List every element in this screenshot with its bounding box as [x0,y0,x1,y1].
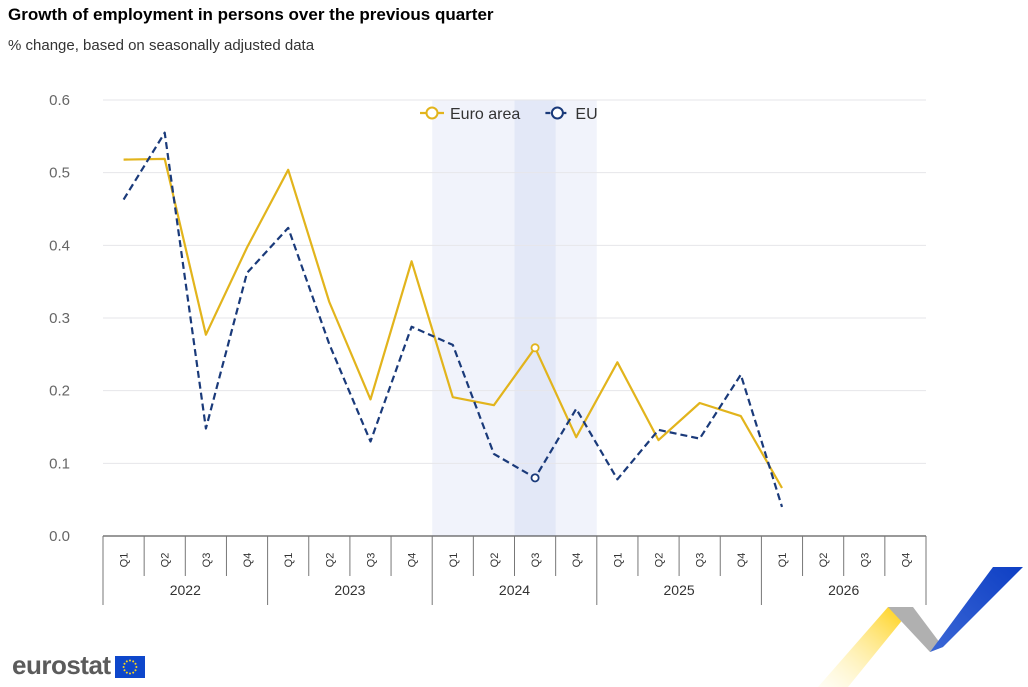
data-point[interactable] [697,436,702,441]
x-tick-label: Q1 [283,553,295,568]
data-point[interactable] [245,270,250,275]
series[interactable] [121,130,784,509]
data-point[interactable] [409,324,414,329]
x-year-label: 2026 [828,582,859,598]
legend[interactable]: Euro area EU [420,106,598,123]
data-point[interactable] [697,401,702,406]
y-axis: 0.0 0.1 0.2 0.3 0.4 0.5 0.6 [49,92,70,545]
data-point[interactable] [615,360,620,365]
data-point[interactable] [368,439,373,444]
data-point[interactable] [530,343,540,353]
data-point[interactable] [656,438,661,443]
x-tick-label: Q2 [654,553,666,568]
x-tick-label: Q3 [859,553,871,568]
x-year-label: 2024 [499,582,530,598]
data-point[interactable] [656,427,661,432]
data-point[interactable] [327,342,332,347]
data-point[interactable] [245,245,250,250]
x-tick-label: Q3 [695,553,707,568]
x-tick-label: Q1 [119,553,131,568]
series-line[interactable] [123,157,783,489]
x-tick-label: Q1 [612,553,624,568]
logo-text: eurostat [12,650,111,680]
x-tick-label: Q1 [448,553,460,568]
data-point[interactable] [530,473,540,483]
data-point[interactable] [491,403,496,408]
data-point[interactable] [409,259,414,264]
legend-entry[interactable]: EU [575,106,597,123]
data-point[interactable] [327,300,332,305]
x-tick-label: Q2 [489,553,501,568]
data-point[interactable] [779,504,784,509]
x-tick-label: Q2 [160,553,172,568]
y-tick-label: 0.1 [49,455,70,472]
data-point[interactable] [368,397,373,402]
x-year-label: 2022 [170,582,201,598]
x-year-label: 2023 [334,582,365,598]
x-tick-label: Q3 [201,553,213,568]
data-point[interactable] [574,435,579,440]
legend-marker [550,106,564,120]
data-point[interactable] [121,197,126,202]
x-tick-label: Q3 [530,553,542,568]
data-point[interactable] [574,406,579,411]
data-point[interactable] [286,167,291,172]
y-tick-label: 0.3 [49,310,70,327]
legend-entry[interactable]: Euro area [450,106,520,123]
data-point[interactable] [450,395,455,400]
data-point[interactable] [162,130,167,135]
x-tick-label: Q4 [407,553,419,568]
x-tick-label: Q4 [736,553,748,568]
decorative-ribbon [818,567,1023,687]
data-point[interactable] [450,342,455,347]
data-point[interactable] [286,225,291,230]
y-tick-label: 0.5 [49,165,70,182]
x-tick-label: Q4 [571,553,583,568]
x-tick-label: Q3 [365,553,377,568]
data-point[interactable] [203,332,208,337]
y-tick-label: 0.0 [49,528,70,545]
data-point[interactable] [162,156,167,161]
y-tick-label: 0.4 [49,237,70,254]
y-tick-label: 0.2 [49,383,70,400]
data-point[interactable] [491,451,496,456]
legend-marker [425,106,439,120]
x-tick-label: Q2 [818,553,830,568]
x-tick-label: Q1 [777,553,789,568]
x-tick-label: Q2 [324,553,336,568]
x-axis: Q1 Q2 Q3 Q4 Q1 Q2 Q3 Q4 Q1 Q2 Q3 Q4 Q1 Q2 Q3 Q4 Q1 Q2 Q3 Q4… [102,535,927,605]
data-point[interactable] [779,486,784,491]
eurostat-logo: eurostat [12,650,145,681]
series-line[interactable] [122,131,784,508]
data-point[interactable] [203,426,208,431]
x-tick-label: Q4 [900,553,912,568]
data-point[interactable] [121,157,126,162]
data-point[interactable] [738,372,743,377]
data-point[interactable] [615,477,620,482]
data-point[interactable] [738,414,743,419]
y-tick-label: 0.6 [49,92,70,109]
chart-subtitle: % change, based on seasonally adjusted d… [8,37,315,54]
eu-flag-icon [114,655,145,678]
x-year-label: 2025 [664,582,695,598]
chart-title: Growth of employment in persons over the… [8,5,494,24]
x-tick-label: Q4 [242,553,254,568]
